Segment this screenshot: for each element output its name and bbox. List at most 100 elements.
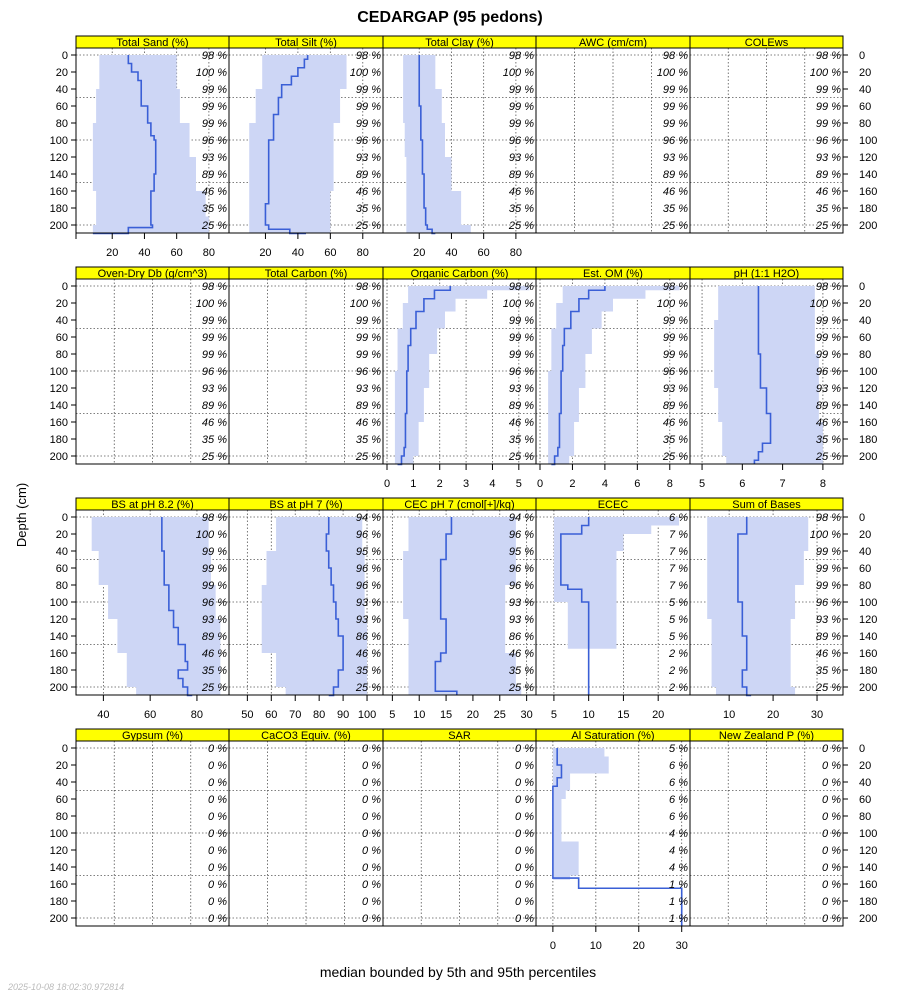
data-fraction-label: 96 % [816, 597, 841, 609]
data-fraction-label: 6 % [669, 760, 688, 772]
data-fraction-label: 99 % [816, 118, 841, 130]
percentile-band [392, 286, 530, 465]
depth-tick-label: 80 [56, 349, 68, 361]
data-fraction-label: 35 % [202, 434, 227, 446]
data-fraction-label: 0 % [822, 811, 841, 823]
data-fraction-label: 100 % [810, 529, 841, 541]
data-fraction-label: 99 % [509, 118, 534, 130]
panel-title: BS at pH 8.2 (%) [111, 499, 194, 511]
depth-tick-label: 100 [859, 828, 877, 840]
panel-row: 0204060801001201401601802000204060801001… [50, 266, 877, 490]
data-fraction-label: 99 % [663, 315, 688, 327]
data-fraction-label: 99 % [816, 84, 841, 96]
data-fraction-label: 35 % [663, 434, 688, 446]
data-fraction-label: 99 % [816, 580, 841, 592]
depth-tick-label: 60 [56, 563, 68, 575]
panel: Sum of Bases 98 % 100 % 99 % 99 % 99 % 96 % 93 … [689, 497, 844, 721]
data-fraction-label: 99 % [663, 118, 688, 130]
data-fraction-label: 98 % [663, 50, 688, 62]
depth-tick-label: 0 [62, 281, 68, 293]
data-fraction-label: 86 % [356, 631, 381, 643]
depth-tick-label: 160 [859, 417, 877, 429]
x-tick-label: 20 [767, 709, 779, 721]
panel: Total Sand (%) 98 % 100 % 99 % 99 % 99 % 96 % 9… [75, 35, 230, 259]
data-fraction-label: 0 % [208, 879, 227, 891]
x-tick-label: 30 [521, 709, 533, 721]
data-fraction-label: 2 % [668, 682, 688, 694]
data-fraction-label: 46 % [509, 417, 534, 429]
data-fraction-label: 100 % [657, 67, 688, 79]
data-fraction-label: 93 % [509, 383, 534, 395]
data-fraction-label: 46 % [509, 648, 534, 660]
depth-tick-label: 80 [56, 580, 68, 592]
data-fraction-label: 25 % [662, 451, 688, 463]
depth-tick-label: 60 [859, 332, 871, 344]
data-fraction-label: 93 % [509, 614, 534, 626]
data-fraction-label: 89 % [816, 400, 841, 412]
data-fraction-label: 93 % [816, 152, 841, 164]
data-fraction-label: 1 % [669, 896, 688, 908]
data-fraction-label: 35 % [356, 203, 381, 215]
data-fraction-label: 99 % [356, 315, 381, 327]
x-tick-label: 40 [97, 709, 109, 721]
data-fraction-label: 98 % [509, 50, 534, 62]
panel-title: CEC pH 7 (cmol[+]/kg) [404, 499, 514, 511]
panel-title: Sum of Bases [732, 499, 801, 511]
panel: Est. OM (%) 98 % 100 % 99 % 99 % 99 % 96 % 93 %… [535, 266, 691, 490]
data-fraction-label: 0 % [362, 862, 381, 874]
x-tick-label: 0 [537, 478, 543, 490]
data-fraction-label: 0 % [362, 896, 381, 908]
data-fraction-label: 99 % [663, 101, 688, 113]
x-tick-label: 2 [569, 478, 575, 490]
data-fraction-label: 100 % [196, 529, 227, 541]
depth-tick-label: 200 [859, 682, 877, 694]
depth-tick-label: 200 [50, 913, 68, 925]
data-fraction-label: 96 % [509, 563, 534, 575]
data-fraction-label: 46 % [202, 186, 227, 198]
depth-tick-label: 40 [56, 777, 68, 789]
depth-tick-label: 180 [859, 665, 877, 677]
percentile-band [261, 517, 368, 696]
panel: Oven-Dry Db (g/cm^3)98 % 100 % 99 % 99 % 99 … [75, 266, 230, 465]
depth-tick-label: 180 [50, 203, 68, 215]
figure-title: CEDARGAP (95 pedons) [357, 9, 543, 26]
data-fraction-label: 99 % [816, 563, 841, 575]
data-fraction-label: 0 % [822, 896, 841, 908]
depth-tick-label: 0 [859, 743, 865, 755]
data-fraction-label: 0 % [208, 828, 227, 840]
data-fraction-label: 99 % [356, 101, 381, 113]
data-fraction-label: 96 % [356, 529, 381, 541]
data-fraction-label: 6 % [669, 777, 688, 789]
data-fraction-label: 99 % [202, 349, 227, 361]
panel: Total Carbon (%) 98 % 100 % 99 % 99 % 99 % 96 … [228, 266, 384, 465]
median-line [552, 748, 683, 927]
depth-tick-label: 200 [50, 682, 68, 694]
x-tick-label: 8 [667, 478, 673, 490]
data-fraction-label: 95 % [509, 546, 534, 558]
data-fraction-label: 99 % [663, 84, 688, 96]
data-fraction-label: 96 % [663, 135, 688, 147]
data-fraction-label: 6 % [669, 512, 688, 524]
data-fraction-label: 93 % [816, 383, 841, 395]
data-fraction-label: 0 % [362, 913, 381, 925]
data-fraction-label: 0 % [515, 828, 534, 840]
depth-tick-label: 20 [56, 529, 68, 541]
data-fraction-label: 89 % [816, 631, 841, 643]
panel-title: ECEC [598, 499, 629, 511]
data-fraction-label: 99 % [663, 332, 688, 344]
data-fraction-label: 99 % [816, 546, 841, 558]
x-tick-label: 8 [820, 478, 826, 490]
x-tick-label: 80 [357, 247, 369, 259]
data-fraction-label: 0 % [208, 743, 227, 755]
data-fraction-label: 46 % [356, 186, 381, 198]
data-fraction-label: 99 % [356, 84, 381, 96]
data-fraction-label: 0 % [208, 896, 227, 908]
x-tick-label: 10 [590, 940, 602, 952]
depth-tick-label: 160 [859, 879, 877, 891]
data-fraction-label: 89 % [509, 400, 534, 412]
x-tick-label: 40 [138, 247, 150, 259]
x-tick-label: 1 [410, 478, 416, 490]
depth-tick-label: 20 [56, 298, 68, 310]
depth-tick-label: 20 [56, 760, 68, 772]
depth-tick-label: 140 [859, 631, 877, 643]
